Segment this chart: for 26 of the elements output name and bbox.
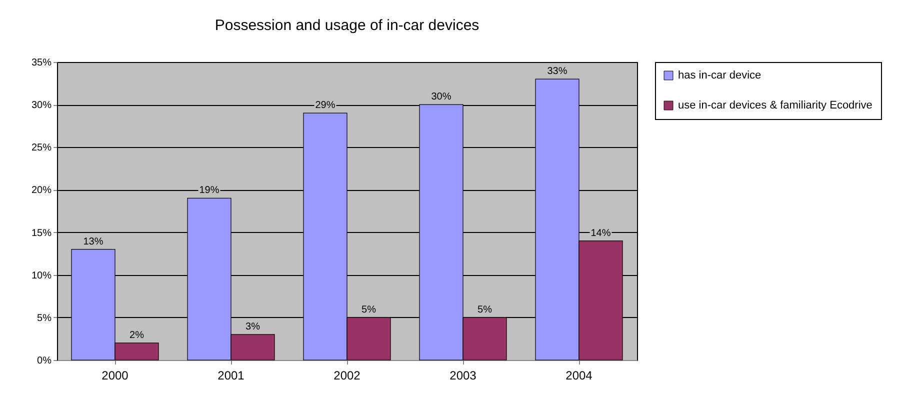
- data-label: 33%: [547, 66, 568, 78]
- legend-label: has in-car device: [678, 70, 762, 82]
- x-tick-label: 2004: [566, 368, 593, 382]
- y-tick-label: 25%: [31, 142, 52, 154]
- data-label: 2%: [130, 330, 144, 341]
- chart-title: Possession and usage of in-car devices: [214, 17, 480, 34]
- data-label: 3%: [246, 321, 260, 332]
- data-label: 19%: [199, 185, 220, 196]
- x-tick-label: 2002: [334, 368, 361, 382]
- y-tick-label: 0%: [37, 356, 52, 366]
- data-label: 13%: [83, 236, 104, 248]
- y-tick-label: 5%: [37, 312, 52, 324]
- data-label: 14%: [590, 228, 611, 239]
- legend-label: use in-car devices & familiarity Ecodrive: [678, 100, 872, 112]
- x-tick-label: 2001: [218, 368, 245, 382]
- y-tick-label: 15%: [31, 228, 52, 239]
- y-tick-label: 20%: [31, 185, 52, 196]
- y-tick-label: 35%: [31, 58, 52, 68]
- data-label: 5%: [478, 304, 492, 316]
- y-tick-label: 10%: [31, 270, 52, 282]
- data-label: 5%: [362, 304, 376, 316]
- x-tick-label: 2003: [450, 368, 477, 382]
- data-label: 29%: [315, 100, 336, 112]
- x-tick-label: 2000: [102, 368, 129, 382]
- y-tick-label: 30%: [31, 100, 52, 112]
- data-label: 30%: [431, 92, 452, 103]
